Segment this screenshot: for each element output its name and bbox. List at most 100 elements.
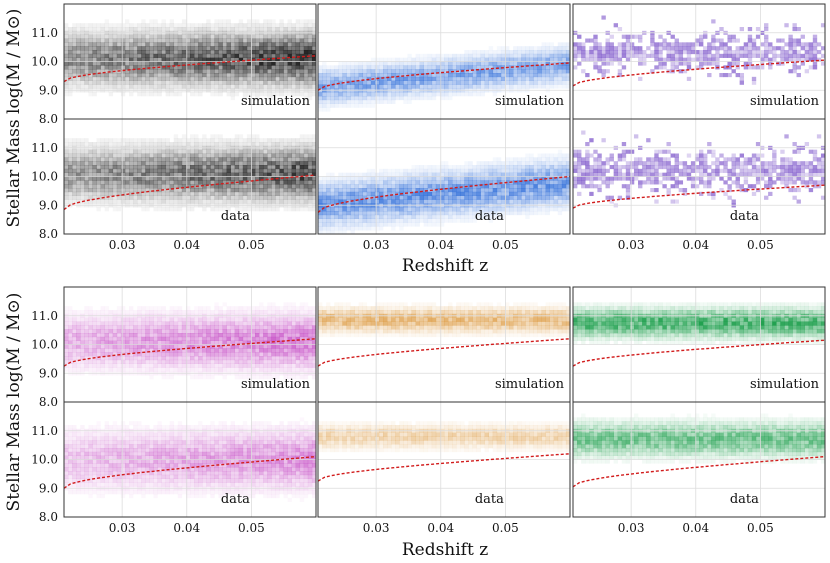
heatmap-cell bbox=[362, 184, 368, 189]
heatmap-cell bbox=[326, 184, 331, 189]
heatmap-cell bbox=[181, 172, 187, 177]
heatmap-cell bbox=[259, 157, 264, 162]
heatmap-cell bbox=[307, 191, 313, 196]
heatmap-cell bbox=[399, 188, 404, 193]
heatmap-cell bbox=[658, 53, 663, 58]
heatmap-cell bbox=[460, 172, 465, 177]
heatmap-cell bbox=[577, 191, 582, 196]
heatmap-cell bbox=[403, 99, 408, 104]
heatmap-cell bbox=[739, 27, 745, 32]
heatmap-cell bbox=[476, 188, 481, 193]
heatmap-cell bbox=[464, 180, 469, 185]
heatmap-cell bbox=[255, 61, 260, 66]
heatmap-cell bbox=[96, 161, 101, 166]
heatmap-cell bbox=[492, 69, 498, 74]
heatmap-cell bbox=[513, 168, 518, 173]
heatmap-cell bbox=[521, 84, 526, 89]
heatmap-cell bbox=[76, 34, 81, 39]
heatmap-cell bbox=[666, 42, 671, 47]
heatmap-cell bbox=[318, 92, 323, 97]
heatmap-cell bbox=[185, 184, 191, 189]
heatmap-cell bbox=[601, 69, 606, 74]
heatmap-cell bbox=[362, 73, 368, 78]
heatmap-cell bbox=[370, 168, 376, 173]
heatmap-cell bbox=[104, 84, 110, 89]
heatmap-cell bbox=[330, 222, 335, 227]
heatmap-cell bbox=[307, 172, 313, 177]
heatmap-cell bbox=[112, 50, 118, 55]
heatmap-cell bbox=[415, 211, 420, 216]
heatmap-cell bbox=[303, 172, 309, 177]
heatmap-cell bbox=[448, 168, 453, 173]
heatmap-cell bbox=[120, 180, 126, 185]
heatmap-cell bbox=[295, 73, 301, 78]
heatmap-cell bbox=[452, 92, 457, 97]
heatmap-cell bbox=[509, 191, 514, 196]
heatmap-cell bbox=[431, 191, 437, 196]
heatmap-cell bbox=[190, 207, 195, 212]
heatmap-cell bbox=[690, 50, 696, 55]
heatmap-cell bbox=[484, 50, 490, 55]
heatmap-cell bbox=[133, 84, 138, 89]
heatmap-cell bbox=[92, 27, 97, 32]
heatmap-cell bbox=[299, 19, 305, 24]
heatmap-cell bbox=[120, 80, 126, 85]
heatmap-cell bbox=[682, 57, 688, 62]
heatmap-cell bbox=[541, 53, 546, 58]
heatmap-cell bbox=[84, 27, 89, 32]
heatmap-cell bbox=[271, 180, 276, 185]
heatmap-cell bbox=[690, 180, 696, 185]
heatmap-cell bbox=[378, 172, 384, 177]
heatmap-cell bbox=[690, 161, 696, 166]
heatmap-cell bbox=[120, 57, 126, 62]
heatmap-cell bbox=[318, 99, 323, 104]
heatmap-cell bbox=[378, 188, 384, 193]
heatmap-cell bbox=[185, 80, 191, 85]
heatmap-cell bbox=[629, 50, 635, 55]
heatmap-cell bbox=[561, 73, 567, 78]
heatmap-cell bbox=[218, 157, 223, 162]
heatmap-cell bbox=[492, 172, 498, 177]
heatmap-cell bbox=[577, 46, 582, 51]
heatmap-cell bbox=[553, 180, 559, 185]
heatmap-cell bbox=[383, 99, 388, 104]
heatmap-cell bbox=[468, 168, 473, 173]
heatmap-cell bbox=[198, 46, 203, 51]
heatmap-cell bbox=[242, 92, 248, 97]
heatmap-cell bbox=[735, 180, 740, 185]
heatmap-cell bbox=[435, 218, 441, 223]
heatmap-cell bbox=[263, 195, 268, 200]
heatmap-cell bbox=[104, 188, 110, 193]
heatmap-cell bbox=[764, 27, 769, 32]
heatmap-cell bbox=[275, 191, 280, 196]
heatmap-cell bbox=[759, 61, 765, 66]
heatmap-cell bbox=[76, 176, 81, 181]
heatmap-cell bbox=[279, 19, 284, 24]
heatmap-cell bbox=[350, 172, 355, 177]
heatmap-cell bbox=[565, 191, 571, 196]
heatmap-cell bbox=[629, 165, 635, 170]
heatmap-cell bbox=[230, 42, 236, 47]
x-tick-label: 0.05 bbox=[492, 238, 519, 252]
heatmap-cell bbox=[553, 76, 559, 81]
heatmap-cell bbox=[727, 172, 732, 177]
heatmap-cell bbox=[68, 165, 73, 170]
heatmap-cell bbox=[291, 176, 296, 181]
heatmap-cell bbox=[303, 149, 309, 154]
heatmap-cell bbox=[230, 184, 236, 189]
heatmap-cell bbox=[222, 19, 227, 24]
heatmap-cell bbox=[415, 168, 420, 173]
heatmap-cell bbox=[194, 188, 199, 193]
heatmap-cell bbox=[533, 165, 538, 170]
heatmap-cell bbox=[287, 188, 292, 193]
heatmap-cell bbox=[529, 191, 534, 196]
heatmap-cell bbox=[509, 61, 514, 66]
heatmap-cell bbox=[338, 222, 343, 227]
heatmap-cell bbox=[226, 73, 231, 78]
heatmap-cell bbox=[295, 184, 301, 189]
heatmap-cell bbox=[255, 27, 260, 32]
heatmap-cell bbox=[214, 153, 219, 158]
heatmap-cell bbox=[72, 188, 77, 193]
heatmap-cell bbox=[246, 73, 252, 78]
heatmap-cell bbox=[84, 142, 89, 147]
